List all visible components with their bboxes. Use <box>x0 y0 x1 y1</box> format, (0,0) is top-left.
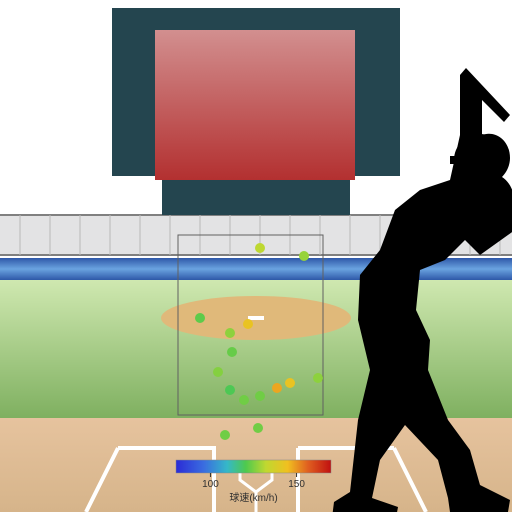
scoreboard-screen <box>155 30 355 180</box>
pitch-point <box>285 378 295 388</box>
pitch-point <box>239 395 249 405</box>
pitch-point <box>255 243 265 253</box>
pitch-point <box>213 367 223 377</box>
legend-axis-label: 球速(km/h) <box>229 491 277 504</box>
pitch-point <box>272 383 282 393</box>
legend-tick-label: 150 <box>288 479 305 490</box>
pitch-point <box>243 319 253 329</box>
chart-svg: 100 150 球速(km/h) <box>0 0 512 512</box>
pitch-point <box>255 391 265 401</box>
pitch-point <box>225 328 235 338</box>
pitch-location-chart: 100 150 球速(km/h) <box>0 0 512 512</box>
pitch-point <box>313 373 323 383</box>
pitch-point <box>253 423 263 433</box>
pitch-point <box>225 385 235 395</box>
pitch-point <box>227 347 237 357</box>
pitch-point <box>220 430 230 440</box>
pitch-point <box>299 251 309 261</box>
legend-colorbar <box>176 460 331 473</box>
legend-tick-label: 100 <box>202 479 219 490</box>
pitch-point <box>195 313 205 323</box>
